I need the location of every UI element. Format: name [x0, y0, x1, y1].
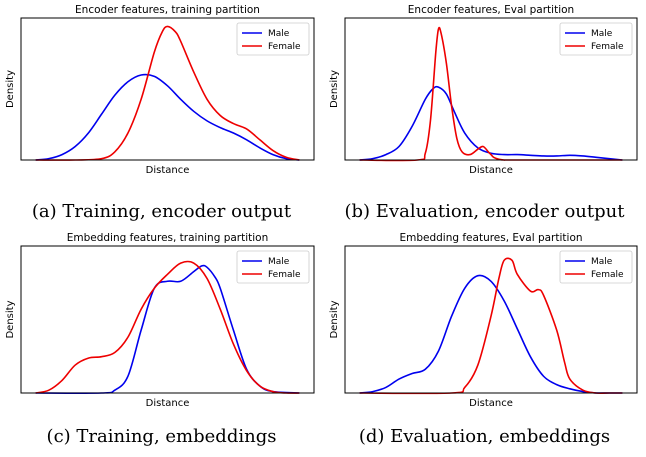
x-axis-label-d: Distance	[469, 398, 513, 409]
series-line-male-a	[35, 73, 300, 161]
caption-a: (a) Training, encoder output	[31, 201, 292, 222]
caption-d: (d) Evaluation, embeddings	[358, 426, 611, 447]
chart-title-c: Embedding features, training partition	[67, 232, 269, 244]
legend-box-a	[236, 22, 310, 56]
chart-title-d: Embedding features, Eval partition	[399, 232, 582, 244]
legend-label-male-b: Male	[591, 29, 613, 39]
legend-label-female-a: Female	[268, 42, 301, 52]
plot-frame-a	[20, 17, 315, 161]
legend-label-male-c: Male	[268, 257, 290, 267]
chart-b: Encoder features, Eval partition Distance…	[329, 4, 638, 176]
y-axis-label-d: Density	[329, 300, 340, 338]
x-axis-label-c: Distance	[146, 398, 190, 409]
plot-frame-c	[20, 245, 315, 394]
legend-box-b	[559, 22, 633, 56]
series-line-female-a	[35, 25, 300, 161]
legend-box-d	[559, 250, 633, 284]
y-axis-label-a: Density	[5, 70, 16, 108]
legend-label-female-d: Female	[591, 270, 624, 280]
legend-label-female-c: Female	[268, 270, 301, 280]
chart-title-a: Encoder features, training partition	[75, 4, 260, 16]
panel-c: Embedding features, training partition Di…	[0, 229, 323, 457]
series-line-female-b	[359, 26, 623, 162]
series-line-female-d	[359, 257, 623, 395]
y-axis-label-b: Density	[329, 70, 340, 108]
caption-c: (c) Training, embeddings	[46, 426, 277, 447]
chart-c: Embedding features, training partition Di…	[5, 232, 315, 409]
plot-frame-b	[344, 17, 638, 161]
plot-frame-d	[344, 245, 638, 394]
chart-a: Encoder features, training partition Dist…	[5, 4, 315, 176]
panel-d: Embedding features, Eval partition Distan…	[323, 229, 646, 457]
caption-b: (b) Evaluation, encoder output	[344, 201, 625, 222]
legend-label-male-a: Male	[268, 29, 290, 39]
x-axis-label-b: Distance	[469, 165, 513, 176]
series-line-male-b	[359, 85, 623, 161]
x-axis-label-a: Distance	[146, 165, 190, 176]
panel-a: Encoder features, training partition Dist…	[0, 0, 323, 228]
panel-b: Encoder features, Eval partition Distance…	[323, 0, 646, 228]
y-axis-label-c: Density	[5, 300, 16, 338]
series-line-male-d	[359, 274, 623, 394]
legend-label-female-b: Female	[591, 42, 624, 52]
chart-d: Embedding features, Eval partition Distan…	[329, 232, 638, 409]
series-line-male-c	[35, 264, 300, 395]
legend-box-c	[236, 250, 310, 284]
legend-label-male-d: Male	[591, 257, 613, 267]
series-line-female-c	[35, 260, 300, 394]
chart-title-b: Encoder features, Eval partition	[408, 4, 574, 16]
